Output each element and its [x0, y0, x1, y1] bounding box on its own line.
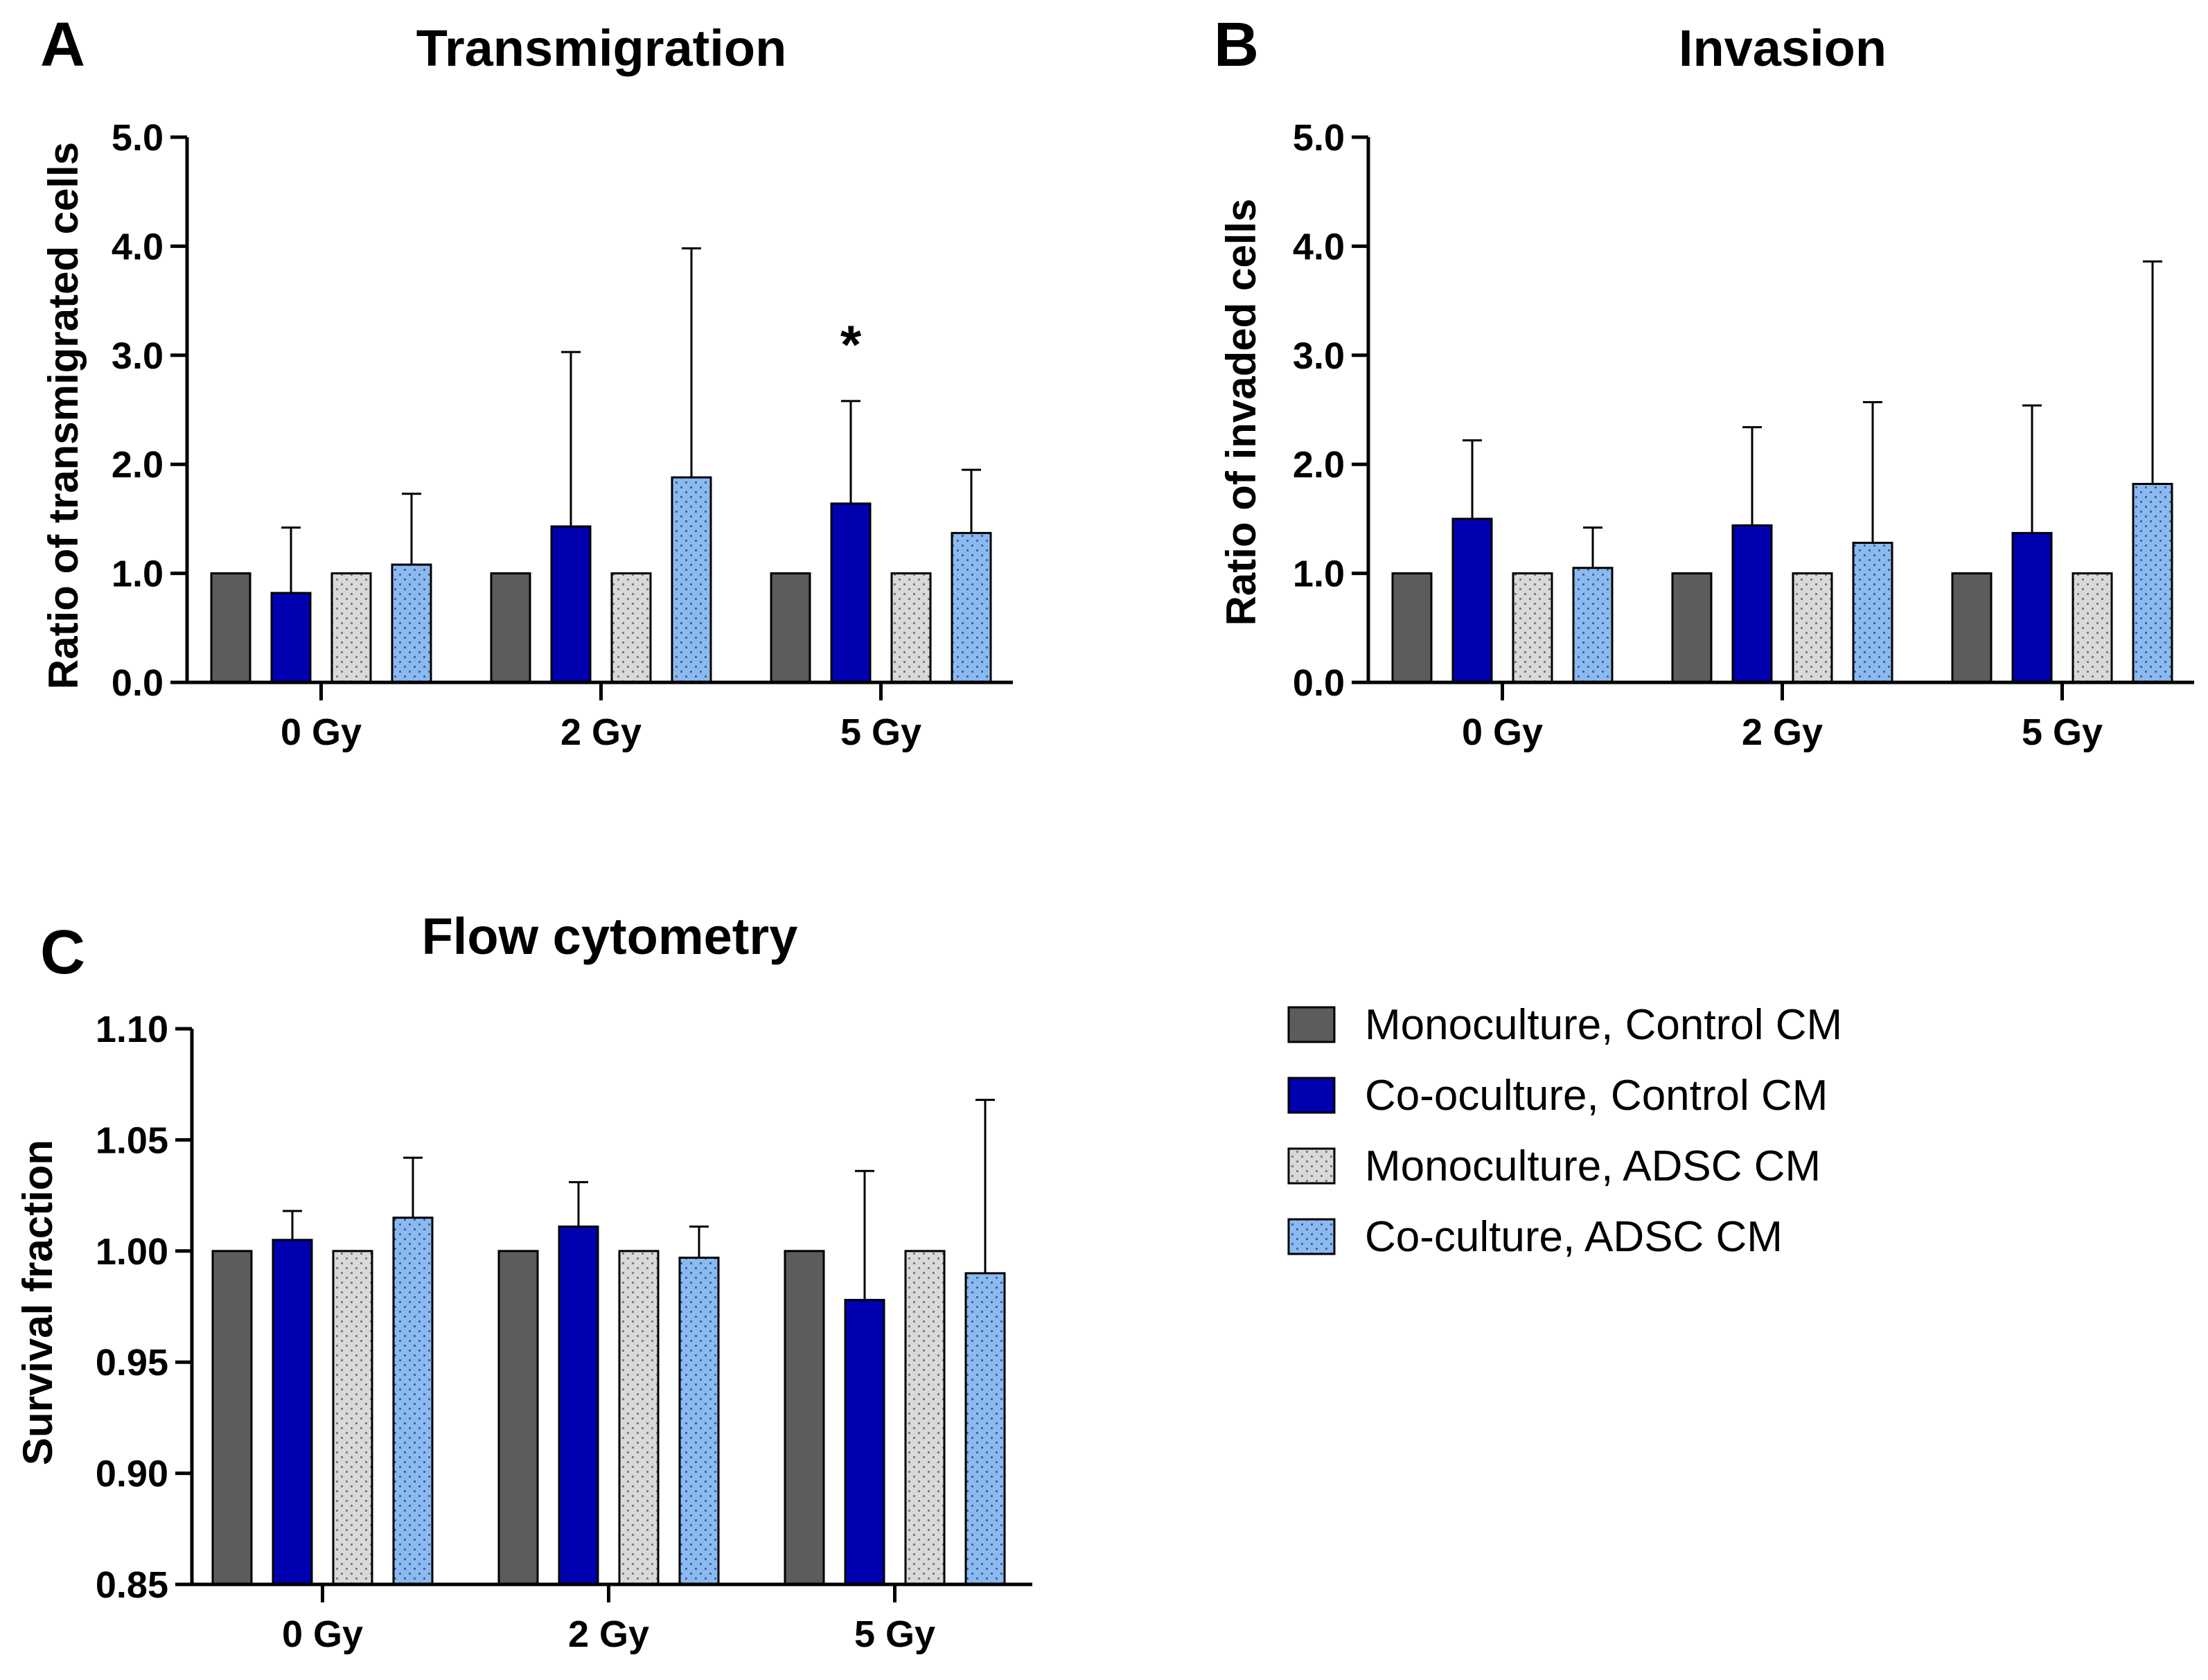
- y-tick-label: 5.0: [1293, 117, 1345, 159]
- y-tick-label: 0.85: [96, 1564, 168, 1606]
- y-tick-label: 1.0: [112, 554, 164, 595]
- legend-swatch-coculture-control: [1287, 1077, 1336, 1114]
- x-tick-label: 2 Gy: [1742, 711, 1823, 753]
- bar-4-0gy: [391, 563, 432, 684]
- y-axis-label: Ratio of transmigrated cells: [40, 142, 87, 689]
- bar-4-5gy: [2132, 483, 2173, 684]
- significance-marker: *: [840, 314, 862, 375]
- y-tick-label: 0.90: [96, 1453, 168, 1495]
- bar-1-0gy: [211, 1250, 253, 1586]
- y-tick-label: 0.95: [96, 1342, 168, 1383]
- bar-2-0gy: [270, 592, 312, 684]
- legend: Monoculture, Control CM Co-oculture, Con…: [1287, 1001, 1842, 1261]
- bar-3-0gy: [332, 1250, 373, 1586]
- bar-1-2gy: [490, 572, 531, 684]
- bar-2-0gy: [1451, 518, 1493, 684]
- bar-4-5gy: [964, 1272, 1006, 1586]
- bar-2-5gy: [2011, 531, 2053, 684]
- bar-1-0gy: [1391, 572, 1433, 684]
- legend-swatch-coculture-adsc: [1287, 1218, 1336, 1255]
- y-axis-label: Survival fraction: [15, 1140, 61, 1465]
- panel-letter-c: C: [40, 918, 85, 987]
- bar-1-5gy: [770, 572, 811, 684]
- bar-2-2gy: [1731, 524, 1773, 684]
- x-tick-label: 0 Gy: [1462, 711, 1543, 753]
- y-tick-label: 3.0: [1293, 335, 1345, 377]
- y-tick-label: 2.0: [112, 444, 164, 486]
- bar-1-2gy: [497, 1250, 539, 1586]
- legend-swatch-monoculture-adsc: [1287, 1147, 1336, 1185]
- panel-letter-b: B: [1214, 10, 1259, 80]
- x-tick-label: 0 Gy: [281, 711, 362, 753]
- chart-title: Flow cytometry: [422, 908, 798, 965]
- y-tick-label: 1.05: [96, 1120, 168, 1161]
- y-tick-label: 0.0: [1293, 662, 1345, 704]
- x-tick-label: 5 Gy: [840, 711, 921, 753]
- y-tick-label: 1.0: [1293, 554, 1345, 595]
- bar-1-0gy: [210, 572, 251, 684]
- chart-panel-c: Flow cytometry Survival fraction 0.85 0.9…: [15, 908, 1032, 1655]
- bar-1-5gy: [784, 1250, 825, 1586]
- legend-label: Co-oculture, Control CM: [1365, 1072, 1828, 1120]
- y-tick-label: 1.10: [96, 1009, 168, 1050]
- y-axis-label: Ratio of invaded cells: [1218, 199, 1264, 626]
- y-tick-label: 4.0: [1293, 226, 1345, 267]
- bar-3-2gy: [610, 572, 652, 684]
- y-tick-label: 0.0: [112, 662, 164, 704]
- y-tick-label: 4.0: [112, 226, 164, 267]
- bar-4-0gy: [1572, 567, 1614, 684]
- y-tick-label: 1.00: [96, 1231, 168, 1273]
- bar-3-2gy: [1792, 572, 1833, 684]
- bar-3-5gy: [2072, 572, 2113, 684]
- y-tick-label: 3.0: [112, 335, 164, 377]
- y-tick-label: 5.0: [112, 117, 164, 159]
- bar-2-5gy: [844, 1298, 885, 1586]
- bar-2-2gy: [550, 525, 592, 684]
- legend-label: Monoculture, Control CM: [1365, 1001, 1842, 1049]
- bar-3-0gy: [1512, 572, 1553, 684]
- y-tick-label: 2.0: [1293, 444, 1345, 486]
- chart-title: Invasion: [1679, 19, 1887, 77]
- legend-swatch-monoculture-control: [1287, 1006, 1336, 1043]
- x-tick-label: 5 Gy: [2022, 711, 2103, 753]
- bar-3-5gy: [890, 572, 932, 684]
- chart-panel-a: Transmigration Ratio of transmigrated ce…: [40, 19, 1013, 753]
- panel-letter-a: A: [40, 10, 85, 80]
- bar-4-5gy: [951, 531, 992, 684]
- x-tick-label: 2 Gy: [568, 1613, 649, 1655]
- legend-label: Co-culture, ADSC CM: [1365, 1213, 1783, 1261]
- bar-3-2gy: [618, 1250, 660, 1586]
- bar-3-0gy: [330, 572, 372, 684]
- bar-4-2gy: [678, 1256, 720, 1586]
- bar-1-5gy: [1951, 572, 1993, 684]
- chart-panel-b: Invasion Ratio of invaded cells 0.0 1.0 2.…: [1218, 19, 2194, 753]
- bar-4-2gy: [671, 476, 712, 684]
- bar-4-2gy: [1852, 542, 1893, 684]
- bar-3-5gy: [904, 1250, 946, 1586]
- bar-1-2gy: [1671, 572, 1713, 684]
- bar-2-2gy: [558, 1226, 599, 1586]
- legend-label: Monoculture, ADSC CM: [1365, 1142, 1821, 1190]
- x-tick-label: 0 Gy: [282, 1613, 363, 1655]
- x-tick-label: 2 Gy: [560, 711, 642, 753]
- bar-2-0gy: [272, 1239, 313, 1586]
- bar-4-0gy: [392, 1217, 434, 1586]
- chart-title: Transmigration: [416, 19, 787, 77]
- bar-2-5gy: [830, 502, 872, 684]
- x-tick-label: 5 Gy: [854, 1613, 935, 1655]
